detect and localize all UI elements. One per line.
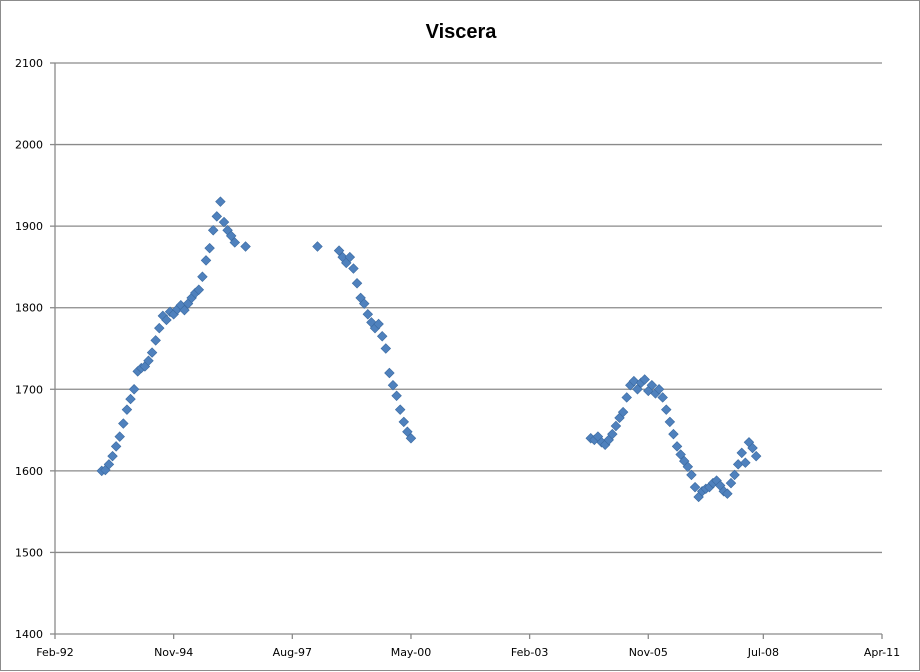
- data-point: [398, 416, 410, 428]
- data-point: [639, 374, 650, 385]
- data-point: [348, 263, 359, 274]
- data-point: [725, 477, 737, 489]
- data-point: [657, 392, 668, 403]
- data-point: [154, 322, 165, 334]
- data-point: [218, 216, 230, 228]
- data-point: [128, 384, 140, 395]
- x-tick-label: Jul-08: [747, 646, 779, 659]
- data-point: [207, 224, 219, 236]
- y-tick-label: 1700: [15, 383, 43, 396]
- data-point: [114, 431, 125, 442]
- x-tick-labels: Feb-92 Nov-94 Aug-97 May-00 Feb-03 Nov-05 Jul-…: [36, 646, 900, 659]
- data-point: [215, 196, 226, 207]
- data-point: [671, 441, 683, 452]
- data-point: [121, 404, 133, 415]
- x-tick-label: Apr-11: [864, 646, 900, 659]
- data-point: [118, 418, 129, 429]
- data-point: [664, 416, 676, 428]
- data-point: [621, 392, 632, 403]
- data-point: [240, 241, 251, 252]
- x-tick-label: Aug-97: [273, 646, 312, 659]
- data-points: [96, 196, 762, 503]
- data-point: [384, 367, 395, 379]
- y-tick-label: 1800: [15, 302, 43, 315]
- data-point: [747, 442, 758, 454]
- data-point: [380, 343, 392, 354]
- data-point: [405, 433, 417, 444]
- data-point: [682, 461, 694, 473]
- x-tick-label: Feb-03: [511, 646, 548, 659]
- chart-title: Viscera: [426, 21, 498, 43]
- data-point: [229, 237, 241, 248]
- x-tick-label: May-00: [391, 646, 432, 659]
- data-point: [394, 404, 406, 415]
- data-point: [740, 457, 751, 468]
- data-point: [344, 251, 356, 263]
- data-point: [732, 459, 744, 470]
- data-point: [110, 441, 122, 452]
- y-tick-labels: 1400 1500 1600 1700 1800 1900 2000 2100: [15, 57, 43, 641]
- data-point: [376, 331, 388, 342]
- y-tick-label: 1500: [15, 546, 43, 559]
- data-point: [204, 242, 215, 254]
- y-tick-label: 1900: [15, 220, 43, 233]
- data-point: [686, 469, 697, 481]
- data-point: [646, 379, 658, 391]
- data-point: [653, 384, 665, 395]
- data-point: [628, 375, 640, 387]
- data-point: [736, 447, 747, 459]
- data-point: [125, 393, 136, 405]
- y-tick-label: 2100: [15, 57, 43, 70]
- y-tick-label: 1400: [15, 628, 43, 641]
- data-point: [402, 426, 413, 437]
- x-tick-label: Nov-05: [629, 646, 668, 659]
- data-point: [668, 428, 679, 440]
- data-point: [362, 309, 374, 320]
- data-point: [211, 211, 223, 222]
- data-point: [103, 459, 115, 470]
- data-point: [632, 384, 643, 395]
- data-point: [391, 390, 402, 402]
- data-point: [661, 404, 672, 415]
- data-point: [161, 314, 172, 326]
- data-point: [146, 347, 158, 358]
- data-point: [225, 230, 237, 242]
- data-point: [107, 450, 118, 462]
- x-tick-label: Feb-92: [36, 646, 73, 659]
- data-point: [359, 298, 370, 309]
- data-point: [197, 271, 208, 282]
- x-tick-label: Nov-94: [154, 646, 193, 659]
- data-point: [750, 450, 762, 462]
- y-tick-label: 2000: [15, 139, 43, 152]
- data-point: [729, 469, 740, 481]
- data-point: [689, 481, 701, 493]
- data-point: [373, 318, 384, 330]
- data-point: [312, 241, 323, 252]
- data-point: [722, 488, 733, 499]
- data-point: [333, 245, 345, 256]
- data-point: [200, 255, 212, 266]
- data-point: [610, 420, 622, 432]
- data-point: [387, 379, 399, 391]
- data-point: [607, 428, 618, 440]
- y-tick-label: 1600: [15, 465, 43, 478]
- data-point: [617, 406, 629, 418]
- gridlines: [55, 62, 882, 554]
- data-point: [193, 284, 205, 295]
- data-point: [675, 449, 686, 460]
- data-point: [351, 278, 363, 289]
- data-point: [150, 335, 161, 346]
- data-point: [179, 304, 190, 316]
- axes: [50, 62, 883, 639]
- data-point: [143, 355, 154, 366]
